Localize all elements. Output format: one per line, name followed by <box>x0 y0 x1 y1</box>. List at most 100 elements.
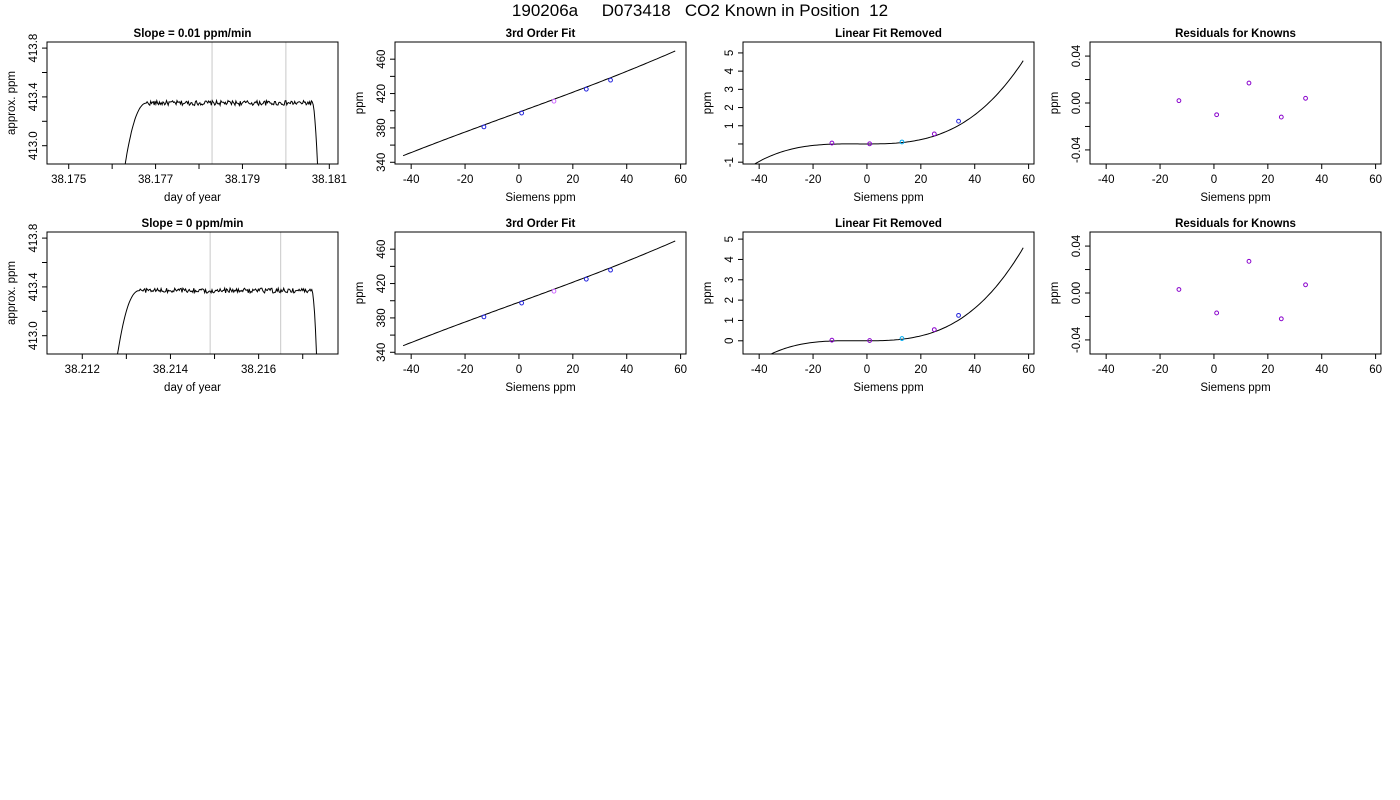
chart-title: Residuals for Knowns <box>1175 218 1296 230</box>
data-point <box>899 336 905 341</box>
data-point <box>1246 258 1252 264</box>
data-point <box>481 124 487 130</box>
x-tick-label: 20 <box>914 364 927 376</box>
x-tick-label: 40 <box>968 364 981 376</box>
data-point <box>519 300 525 306</box>
chart-title: Slope = 0.01 ppm/min <box>134 28 252 40</box>
x-tick-label: 0 <box>516 174 522 186</box>
y-tick-label: 413.0 <box>28 321 40 350</box>
data-point <box>551 288 557 294</box>
y-axis-label: ppm <box>1049 92 1061 114</box>
x-axis-label: Siemens ppm <box>505 192 575 204</box>
chart-title: 3rd Order Fit <box>506 28 576 40</box>
plot-frame <box>1089 231 1382 355</box>
y-tick-label: 413.8 <box>28 34 40 63</box>
plot-area <box>1176 80 1308 120</box>
x-tick-label: 60 <box>1022 174 1035 186</box>
x-tick-label: 0 <box>864 364 870 376</box>
data-point <box>1214 310 1220 316</box>
x-tick-label: -20 <box>805 174 822 186</box>
chart-1: Slope = 0.01 ppm/min day of year approx. p… <box>6 28 347 204</box>
plot-frame <box>742 41 1035 165</box>
data-point <box>956 118 961 124</box>
data-point <box>1176 98 1182 104</box>
plot-area <box>753 60 1024 164</box>
x-tick-label: 38.216 <box>241 364 276 376</box>
plot-frame <box>742 231 1035 355</box>
x-tick-label: 60 <box>1369 364 1382 376</box>
data-point <box>829 140 835 146</box>
y-tick-label: 0.00 <box>1071 92 1083 114</box>
data-point <box>1278 316 1284 322</box>
x-axis-label: Siemens ppm <box>1200 382 1270 394</box>
x-tick-label: 0 <box>1211 174 1217 186</box>
x-tick-label: 20 <box>1261 174 1274 186</box>
y-tick-label: 420 <box>376 84 388 103</box>
x-tick-label: 38.179 <box>225 174 260 186</box>
chart-5: Slope = 0 ppm/min day of year approx. ppm 3… <box>6 218 339 394</box>
data-point <box>829 337 835 343</box>
plot-frame <box>46 231 339 355</box>
y-tick-label: 1 <box>724 317 736 323</box>
y-tick-label: 3 <box>724 86 736 92</box>
plot-frame <box>1089 41 1382 165</box>
page-title: 190206a D073418 CO2 Known in Position 12 <box>511 1 889 20</box>
y-tick-label: 2 <box>724 297 736 303</box>
chart-4: Residuals for Knowns Siemens ppm ppm -40 -20… <box>1049 28 1382 204</box>
data-point <box>1246 80 1252 86</box>
data-point <box>1176 287 1182 292</box>
x-tick-label: -40 <box>751 174 768 186</box>
plot-area <box>402 240 676 347</box>
chart-3: Linear Fit Removed Siemens ppm ppm -40 -20 0 2… <box>702 28 1035 204</box>
x-tick-label: 40 <box>1315 174 1328 186</box>
y-axis-label: ppm <box>702 92 714 114</box>
x-tick-label: 20 <box>566 174 579 186</box>
y-tick-label: 413.4 <box>28 272 40 301</box>
x-tick-label: -20 <box>1152 364 1169 376</box>
fit-curve <box>402 240 676 347</box>
y-tick-label: 5 <box>724 236 736 242</box>
y-axis-label: ppm <box>354 282 366 304</box>
chart-6: 3rd Order Fit Siemens ppm ppm -40 -20 0 20 40 60… <box>354 218 687 394</box>
x-tick-label: -40 <box>403 174 420 186</box>
y-tick-label: 4 <box>724 67 736 74</box>
x-tick-label: 0 <box>1211 364 1217 376</box>
y-tick-label: 340 <box>376 153 388 172</box>
x-tick-label: 60 <box>1369 174 1382 186</box>
x-tick-label: 38.214 <box>153 364 189 376</box>
x-tick-label: 60 <box>674 174 687 186</box>
data-point <box>583 86 589 92</box>
data-point <box>519 110 525 116</box>
x-tick-label: 40 <box>968 174 981 186</box>
x-tick-label: 38.212 <box>65 364 100 376</box>
x-axis-label: Siemens ppm <box>505 382 575 394</box>
y-tick-label: 420 <box>376 274 388 293</box>
fit-curve <box>753 60 1024 164</box>
chart-title: Slope = 0 ppm/min <box>142 218 244 230</box>
y-axis-label: ppm <box>354 92 366 114</box>
data-point <box>608 77 613 83</box>
chart-title: 3rd Order Fit <box>506 218 576 230</box>
y-tick-label: -0.04 <box>1071 326 1083 353</box>
fit-curve <box>769 247 1024 354</box>
x-tick-label: -40 <box>751 364 768 376</box>
data-trace <box>117 286 317 354</box>
x-axis-label: Siemens ppm <box>1200 192 1270 204</box>
data-point <box>931 327 937 333</box>
x-tick-label: -20 <box>1152 174 1169 186</box>
y-tick-label: -0.04 <box>1071 136 1083 163</box>
plot-area <box>124 42 319 164</box>
data-point <box>867 141 873 147</box>
x-tick-label: 38.181 <box>312 174 347 186</box>
x-axis-label: day of year <box>164 192 221 204</box>
x-tick-label: 60 <box>1022 364 1035 376</box>
y-tick-label: 5 <box>724 50 736 56</box>
x-axis-label: day of year <box>164 382 221 394</box>
x-tick-label: 38.175 <box>51 174 86 186</box>
data-point <box>583 276 589 282</box>
y-axis-label: approx. ppm <box>6 261 18 325</box>
chart-title: Residuals for Knowns <box>1175 28 1296 40</box>
x-tick-label: -40 <box>1098 174 1115 186</box>
y-tick-label: 0.04 <box>1071 44 1083 67</box>
